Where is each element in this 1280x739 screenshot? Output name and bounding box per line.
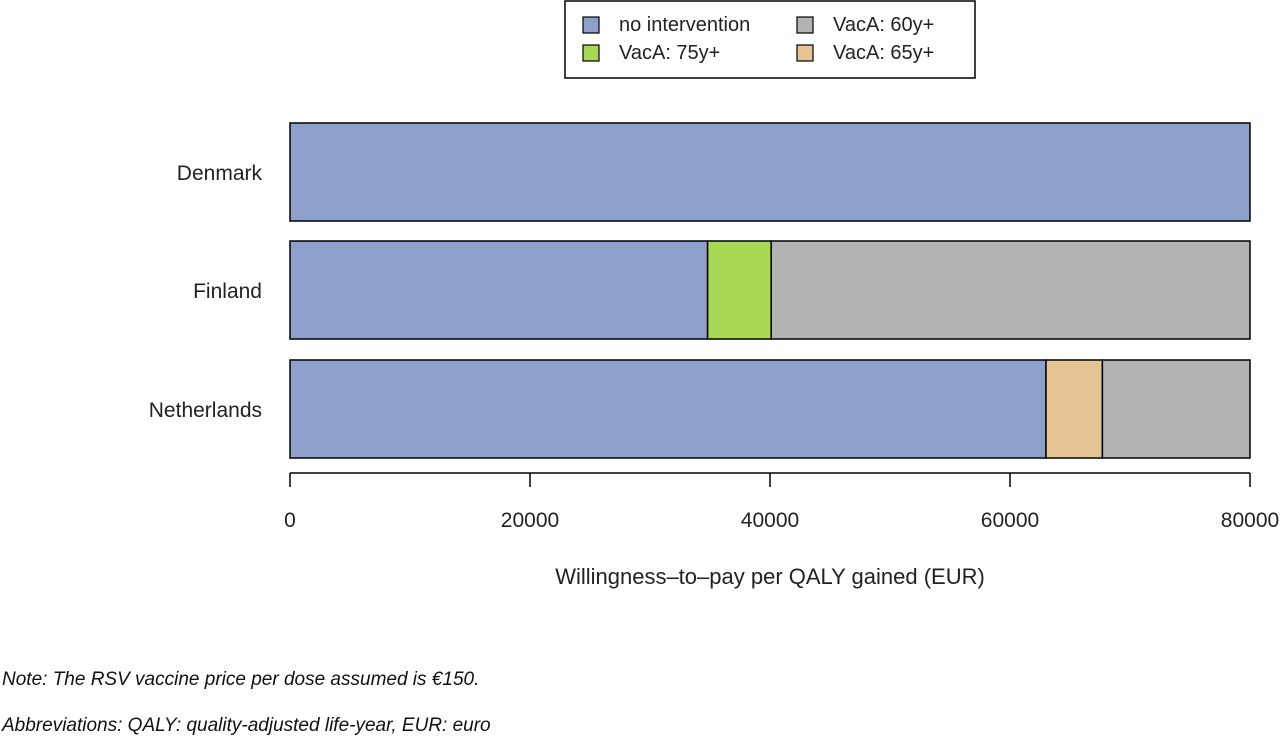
bars — [289, 122, 1251, 459]
abbreviations-text: Abbreviations: QALY: quality-adjusted li… — [2, 715, 491, 736]
bar-segment-netherlands-vaca-65y- — [1045, 359, 1104, 459]
legend-box — [564, 0, 976, 79]
category-label-denmark: Denmark — [177, 162, 263, 185]
legend-swatch — [796, 16, 814, 34]
x-tick-label: 80000 — [1221, 509, 1279, 532]
stacked-bar-chart: no intervention VacA: 60y+ VacA: 75y+ VacA:… — [149, 0, 1279, 589]
category-label-netherlands: Netherlands — [149, 399, 262, 422]
x-tick-label: 60000 — [981, 509, 1039, 532]
legend-swatch — [582, 16, 600, 34]
bar-segment-netherlands-vaca-60y- — [1101, 359, 1251, 459]
bar-segment-finland-vaca-75y- — [706, 240, 772, 340]
x-tick-label: 20000 — [501, 509, 559, 532]
x-axis: 0 20000 40000 60000 80000 — [284, 472, 1279, 532]
bar-segment-denmark-no-intervention — [289, 122, 1251, 222]
category-labels: Denmark Finland Netherlands — [149, 162, 263, 422]
bar-segment-finland-vaca-60y- — [770, 240, 1251, 340]
legend-swatch — [582, 44, 600, 62]
legend-label: VacA: 75y+ — [619, 42, 720, 64]
legend-label: VacA: 65y+ — [833, 42, 934, 64]
x-tick-label: 40000 — [741, 509, 799, 532]
legend-swatch — [796, 44, 814, 62]
x-axis-label: Willingness–to–pay per QALY gained (EUR) — [555, 564, 985, 589]
bar-segment-netherlands-no-intervention — [289, 359, 1047, 459]
x-tick-label: 0 — [284, 509, 296, 532]
legend-label: VacA: 60y+ — [833, 14, 934, 36]
note-text: Note: The RSV vaccine price per dose ass… — [2, 669, 480, 690]
bar-segment-finland-no-intervention — [289, 240, 709, 340]
category-label-finland: Finland — [193, 280, 262, 303]
legend-label: no intervention — [619, 14, 750, 36]
legend: no intervention VacA: 60y+ VacA: 75y+ VacA:… — [564, 0, 976, 79]
